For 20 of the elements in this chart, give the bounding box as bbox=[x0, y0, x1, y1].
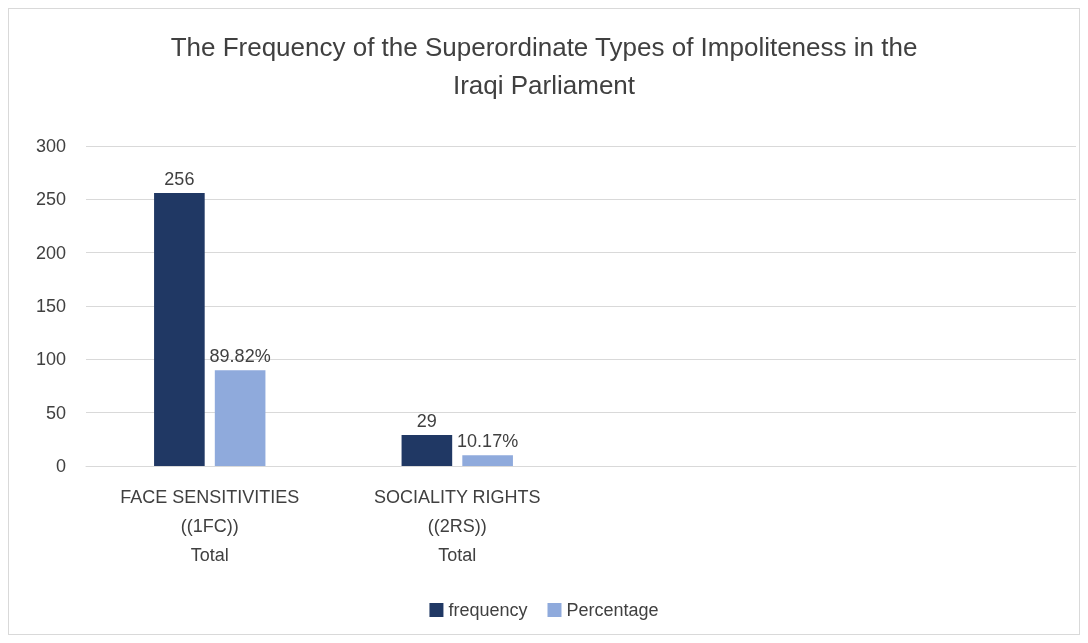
data-label: 10.17% bbox=[457, 431, 519, 452]
data-label: 256 bbox=[164, 168, 195, 189]
x-tick-label: FACE SENSITIVITIES ((1FC)) Total bbox=[120, 486, 300, 565]
bar bbox=[401, 435, 453, 466]
y-tick-label: 300 bbox=[35, 136, 66, 156]
chart-title: The Frequency of the Superordinate Types of Impoliteness in the Iraqi Parliament bbox=[170, 32, 918, 100]
data-label: 89.82% bbox=[209, 346, 271, 367]
y-tick-label: 150 bbox=[35, 296, 66, 316]
legend-label: frequency bbox=[448, 600, 528, 620]
bar bbox=[154, 192, 205, 466]
y-tick-label: 100 bbox=[35, 349, 66, 370]
y-tick-label: 200 bbox=[35, 242, 66, 263]
y-tick-label: 0 bbox=[55, 456, 66, 476]
data-label: 29 bbox=[416, 411, 437, 432]
x-tick-label: SOCIALITY RIGHTS ((2RS)) Total bbox=[373, 486, 541, 565]
y-tick-label: 250 bbox=[35, 189, 66, 210]
bar bbox=[462, 455, 513, 466]
legend-label: Percentage bbox=[566, 600, 659, 620]
bar bbox=[214, 370, 266, 466]
y-tick-label: 50 bbox=[45, 402, 66, 423]
